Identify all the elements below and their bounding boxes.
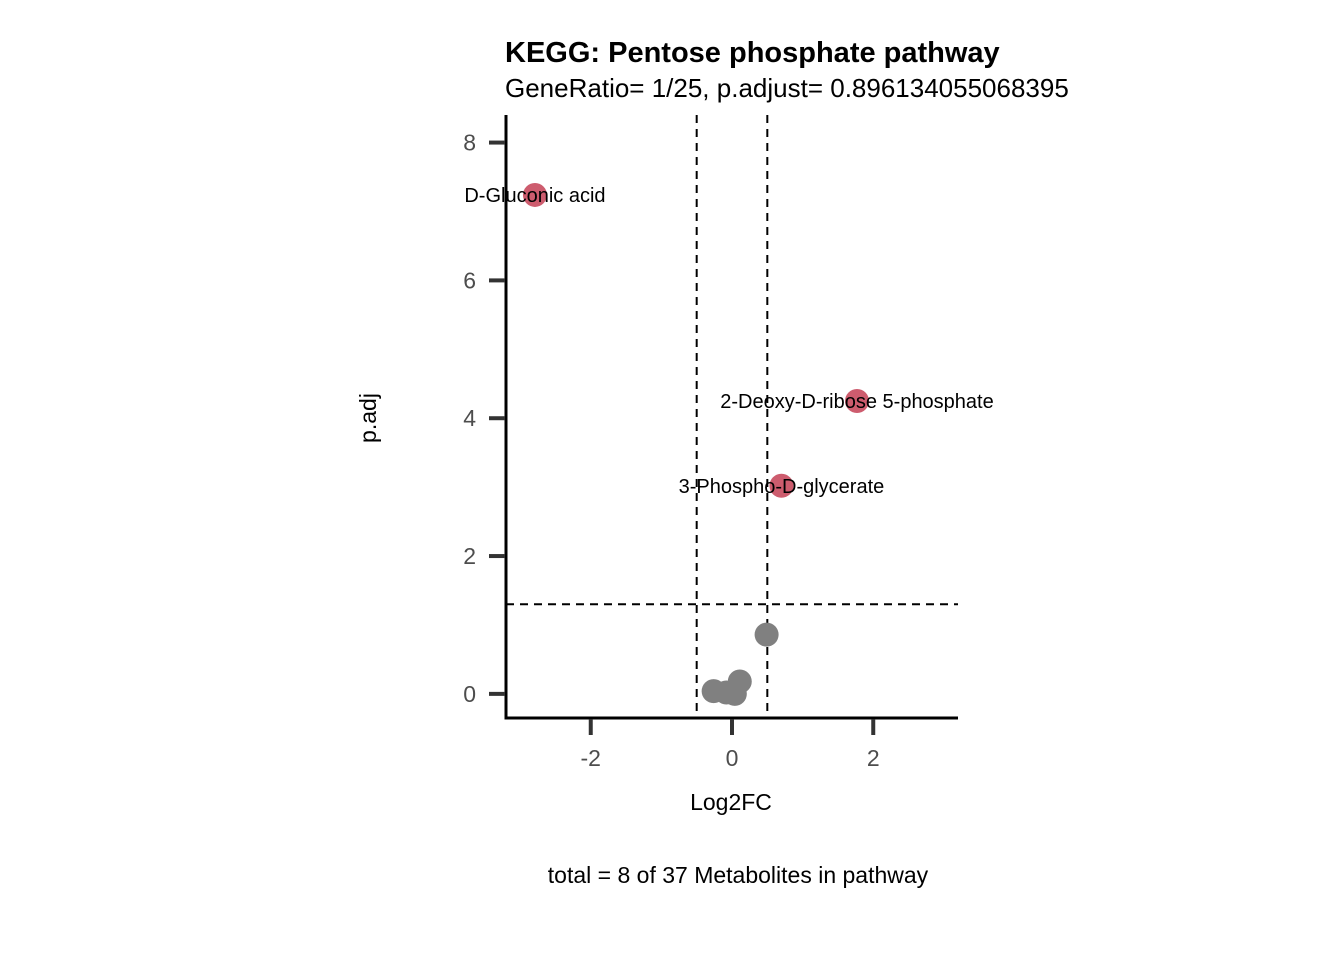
y-tick-label-2: 2 (463, 543, 476, 569)
x-tick-label--2: -2 (581, 745, 601, 771)
chart-caption: total = 8 of 37 Metabolites in pathway (548, 862, 929, 888)
point-labels: D-Gluconic acid 2-Deoxy-D-ribose 5-phosph… (464, 185, 993, 498)
y-axis-title: p.adj (355, 393, 381, 443)
data-point-7 (722, 681, 747, 706)
chart-subtitle: GeneRatio= 1/25, p.adjust= 0.89613405506… (505, 73, 1069, 103)
x-axis-title: Log2FC (690, 789, 772, 815)
y-tick-label-4: 4 (463, 405, 476, 431)
axes: 0 2 4 6 8 -2 0 2 (463, 115, 958, 771)
threshold-lines (506, 115, 958, 718)
y-tick-label-6: 6 (463, 267, 476, 293)
data-points (522, 182, 870, 706)
x-tick-label-2: 2 (867, 745, 880, 771)
data-point-3 (754, 622, 779, 647)
y-tick-label-8: 8 (463, 130, 476, 156)
data-point-0 (522, 182, 547, 207)
data-point-2 (769, 473, 794, 498)
data-point-1 (845, 388, 870, 413)
chart-title: KEGG: Pentose phosphate pathway (505, 37, 1000, 69)
point-label-2: 3-Phospho-D-glycerate (679, 476, 885, 498)
point-label-1: 2-Deoxy-D-ribose 5-phosphate (720, 391, 993, 413)
x-tick-label-0: 0 (726, 745, 739, 771)
point-label-0: D-Gluconic acid (464, 185, 605, 207)
y-tick-label-0: 0 (463, 681, 476, 707)
